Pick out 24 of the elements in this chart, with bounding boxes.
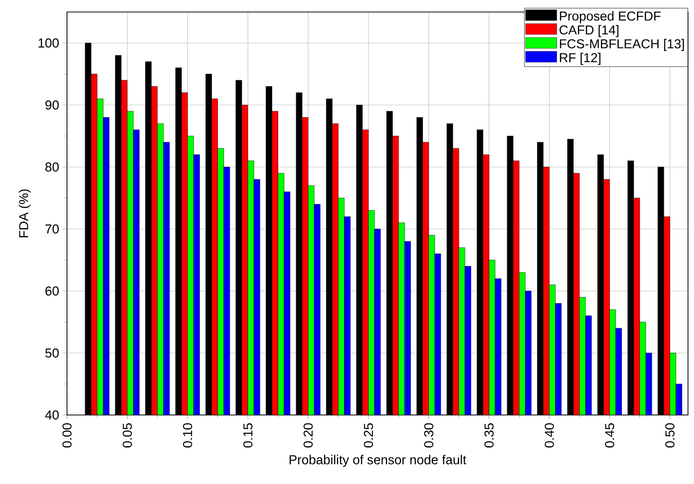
y-tick-label: 90	[45, 100, 59, 110]
x-tick-label: 0.15	[243, 423, 252, 448]
x-tick-label: 0.05	[122, 423, 132, 448]
x-tick-label: 0.35	[484, 423, 494, 448]
legend-label: RF [12]	[560, 52, 600, 65]
legend-label: CAFD [14]	[560, 25, 618, 38]
x-tick-label: 0.40	[544, 423, 554, 448]
y-tick-label: 100	[38, 38, 59, 48]
y-tick-label: 80	[45, 162, 59, 172]
x-tick-label: 0.30	[424, 423, 434, 448]
x-tick-label: 0.00	[62, 423, 72, 448]
y-tick-label: 70	[46, 224, 59, 234]
x-axis-title: Probability of sensor node fault	[290, 454, 466, 467]
x-tick-label: 0.50	[665, 423, 674, 448]
x-tick-label: 0.20	[304, 423, 313, 448]
x-tick-label: 0.45	[605, 423, 614, 448]
y-axis-title: FDA (%)	[18, 189, 31, 238]
x-tick-label: 0.25	[364, 423, 374, 448]
y-tick-label: 60	[45, 286, 59, 296]
y-tick-label: 50	[45, 348, 59, 358]
legend-label: Proposed ECFDF	[560, 11, 661, 24]
x-tick-label: 0.10	[183, 423, 192, 448]
legend-label: FCS-MBFLEACH [13]	[560, 38, 684, 51]
y-tick-label: 40	[45, 410, 59, 420]
